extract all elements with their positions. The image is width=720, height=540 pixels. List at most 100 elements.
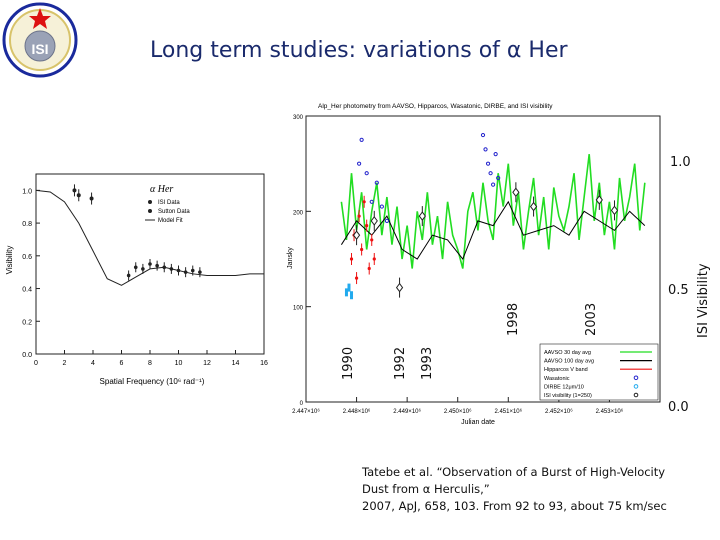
year-label-1990: 1990 — [341, 346, 356, 380]
legend-sutton-marker — [148, 209, 152, 213]
aavso-100day-line — [340, 200, 646, 260]
isi-visibility-point — [529, 201, 538, 212]
phot-y-tick-label: 100 — [293, 306, 304, 312]
vis-x-tick-label: 4 — [91, 360, 95, 367]
wasatonic-point — [491, 182, 496, 187]
vis-x-tick-label: 8 — [148, 360, 152, 367]
photometry-legend: AAVSO 30 day avg AAVSO 100 day avg Hipparc… — [539, 343, 659, 401]
vis-x-tick-label: 16 — [260, 360, 268, 367]
legend-model-label: Model Fit — [158, 218, 183, 224]
photometry-legend-marker — [633, 392, 639, 398]
phot-x-tick-label: 2.450×10⁶ — [444, 408, 472, 415]
hipparcos-point — [365, 224, 369, 228]
wasatonic-point — [485, 161, 491, 166]
photometry-legend-label: Wasatonic — [544, 376, 570, 382]
wasatonic-point — [369, 199, 374, 204]
isi-point — [126, 273, 131, 278]
isi-point — [198, 270, 202, 274]
photometry-xlabel: Julian date — [461, 419, 495, 426]
isi-point — [190, 268, 195, 273]
hipparcos-point — [354, 276, 359, 280]
photometry-legend-marker — [633, 375, 639, 381]
visibility-ylabel: Visibility — [5, 246, 14, 275]
logo-text: ISI — [31, 41, 48, 57]
phot-y-tick-label: 200 — [293, 210, 304, 216]
visibility-chart-title: α Her — [150, 184, 173, 195]
isi-visibility-point — [595, 195, 603, 205]
isi-visibility-point — [395, 282, 404, 293]
phot-y-tick-label: 0 — [300, 401, 304, 407]
phot-x-tick-label: 2.453×10⁶ — [596, 408, 624, 415]
photometry-legend-label: DIRBE 12μm/10 — [544, 384, 584, 390]
wasatonic-point — [480, 132, 486, 138]
vis-y-tick-label: 0.6 — [22, 254, 32, 261]
citation-caption: Tatebe et al. “Observation of a Burst of… — [362, 464, 702, 515]
hipparcos-point — [349, 257, 354, 261]
vis-x-tick-label: 12 — [203, 360, 211, 367]
vis-y-tick-label: 0.4 — [22, 287, 32, 294]
isi-visibility-point — [352, 230, 361, 241]
photometry-chart: Alp_Her photometry from AAVSO, Hipparcos… — [278, 98, 670, 428]
isi-point — [169, 267, 174, 271]
visibility-chart: 0 2 4 6 8 10 12 14 16 0.0 0.2 0.4 0.6 0.8 1.0 Spatial … — [2, 160, 270, 388]
vis-x-tick-label: 2 — [63, 360, 67, 367]
wasatonic-point — [359, 137, 364, 142]
vis-y-tick-label: 1.0 — [22, 188, 32, 195]
vis-y-tick-label: 0.0 — [22, 352, 32, 359]
isi-visibility-point — [512, 187, 520, 198]
sutton-point — [72, 188, 77, 193]
right-axis-tick-0: 0.0 — [668, 400, 689, 415]
wasatonic-point — [496, 175, 501, 181]
wasatonic-point — [493, 152, 498, 157]
hipparcos-point — [370, 238, 374, 242]
right-axis-label: ISI Visibility — [696, 263, 711, 338]
dirbe-point — [344, 288, 348, 297]
page-title: Long term studies: variations of α Her — [150, 38, 568, 63]
isi-point — [155, 263, 159, 268]
phot-x-tick-label: 2.449×10⁶ — [393, 408, 421, 415]
caption-line-3: 2007, ApJ, 658, 103. From 92 to 93, abou… — [362, 499, 667, 513]
right-axis-tick-1: 1.0 — [670, 155, 691, 170]
photometry-ylabel: Jansky — [287, 247, 294, 269]
visibility-xlabel: Spatial Frequency (10⁶ rad⁻¹) — [100, 377, 205, 386]
legend-sutton-label: Sutton Data — [158, 209, 190, 215]
sutton-point — [76, 193, 81, 198]
year-label-1998: 1998 — [506, 302, 521, 336]
year-label-1992: 1992 — [393, 346, 408, 380]
dirbe-point — [347, 283, 351, 292]
isi-point — [133, 265, 138, 270]
wasatonic-point — [379, 204, 384, 209]
visibility-legend: α Her ISI Data Sutton Data Model Fit — [145, 184, 190, 224]
isi-visibility-point — [418, 211, 426, 221]
hipparcos-point — [360, 247, 364, 252]
year-label-2003: 2003 — [584, 302, 599, 336]
caption-line-2: Dust from α Herculis,” — [362, 482, 490, 496]
wasatonic-point — [384, 218, 390, 223]
aavso-30day-line — [340, 154, 646, 269]
hipparcos-point — [362, 200, 366, 204]
vis-x-tick-label: 14 — [232, 360, 240, 367]
wasatonic-point — [357, 161, 362, 166]
vis-x-tick-label: 6 — [120, 360, 124, 367]
photometry-chart-title: Alp_Her photometry from AAVSO, Hipparcos… — [318, 103, 553, 110]
hipparcos-point — [367, 266, 371, 271]
phot-x-tick-label: 2.452×10⁶ — [545, 408, 573, 415]
photometry-legend-label: AAVSO 30 day avg — [544, 350, 591, 356]
vis-y-tick-label: 0.8 — [22, 221, 32, 228]
vis-y-tick-label: 0.2 — [22, 319, 32, 326]
hipparcos-point — [357, 214, 361, 218]
phot-y-tick-label: 300 — [293, 115, 304, 121]
phot-x-tick-label: 2.451×10⁶ — [494, 408, 522, 415]
vis-x-tick-label: 0 — [34, 360, 38, 367]
hipparcos-point — [372, 257, 376, 261]
isi-point — [148, 262, 152, 266]
photometry-legend-label: ISI visibility (1=250) — [544, 393, 592, 399]
isi-logo: ISI — [2, 2, 78, 78]
wasatonic-point — [374, 180, 379, 185]
isi-visibility-point — [610, 205, 619, 216]
photometry-legend-label: Hipparcos V band — [544, 367, 588, 373]
isi-point — [162, 265, 167, 270]
year-label-1993: 1993 — [420, 346, 435, 380]
legend-isi-marker — [148, 200, 152, 204]
dirbe-point — [350, 291, 354, 300]
